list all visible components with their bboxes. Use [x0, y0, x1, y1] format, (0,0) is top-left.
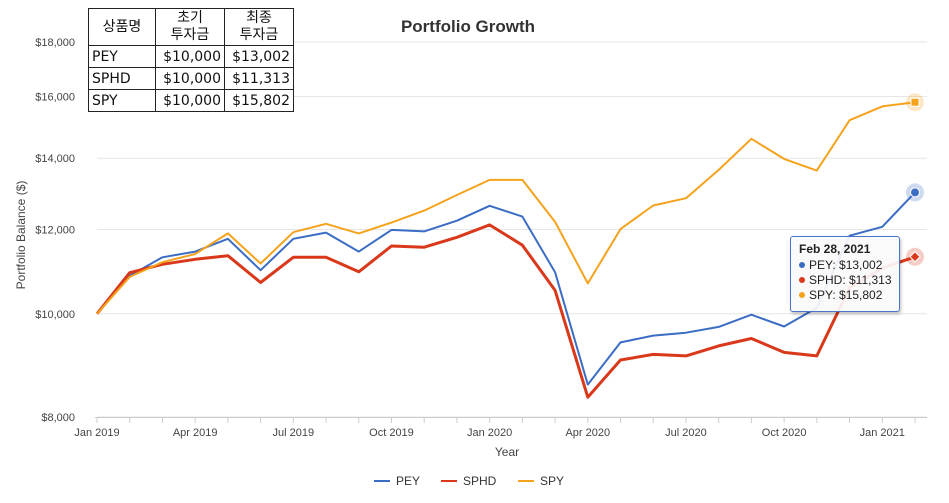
x-tick-label: Jul 2019: [273, 427, 315, 439]
table-row: SPY $10,000 $15,802: [88, 89, 294, 112]
y-tick-label: $12,000: [35, 225, 75, 237]
y-tick-label: $10,000: [35, 309, 75, 321]
summary-table: 상품명 초기 투자금 최종 투자금 PEY $10,000 $13,002 SPHD…: [88, 8, 294, 112]
tooltip-row-pey: PEY: $13,002: [799, 258, 891, 273]
bullet-icon: [799, 262, 805, 268]
initial-value: $10,000: [155, 67, 225, 90]
y-tick-label: $16,000: [35, 91, 75, 103]
header-final: 최종 투자금: [224, 8, 294, 46]
header-product: 상품명: [88, 8, 156, 46]
x-tick-label: Oct 2019: [369, 427, 414, 439]
initial-value: $10,000: [155, 89, 225, 112]
x-tick-label: Jan 2021: [860, 427, 905, 439]
tooltip-date: Feb 28, 2021: [799, 242, 871, 256]
end-marker-sphd[interactable]: [909, 251, 921, 263]
chart-title: Portfolio Growth: [401, 17, 535, 36]
legend-label-pey: PEY: [396, 474, 420, 488]
hover-tooltip: Feb 28, 2021 PEY: $13,002 SPHD: $11,313 …: [790, 236, 900, 312]
x-axis-title: Year: [495, 445, 519, 459]
axes: $8,000 $10,000 $12,000 $14,000 $16,000 $18,00…: [35, 37, 927, 439]
legend-label-sphd: SPHD: [463, 474, 497, 488]
tooltip-pey-value: PEY: $13,002: [809, 258, 883, 272]
initial-value: $10,000: [155, 45, 225, 68]
series-line-spy: [96, 101, 916, 315]
y-tick-label: $8,000: [41, 412, 75, 424]
bullet-icon: [799, 277, 805, 283]
x-tick-label: Apr 2019: [173, 427, 218, 439]
header-initial: 초기 투자금: [155, 8, 225, 46]
final-value: $13,002: [224, 45, 294, 68]
end-marker-pey[interactable]: [910, 187, 920, 198]
tooltip-spy-value: SPY: $15,802: [809, 288, 883, 302]
tooltip-row-spy: SPY: $15,802: [799, 288, 891, 303]
y-axis-title: Portfolio Balance ($): [14, 181, 28, 290]
y-tick-label: $18,000: [35, 37, 75, 49]
tooltip-sphd-value: SPHD: $11,313: [809, 273, 892, 287]
bullet-icon: [799, 292, 805, 298]
x-tick-label: Apr 2020: [565, 427, 610, 439]
tooltip-row-sphd: SPHD: $11,313: [799, 273, 892, 288]
product-name: SPHD: [88, 67, 156, 90]
table-row: PEY $10,000 $13,002: [88, 45, 294, 68]
x-tick-label: Jan 2020: [467, 427, 512, 439]
final-value: $15,802: [224, 89, 294, 112]
series-line-sphd: [95, 223, 916, 399]
final-value: $11,313: [224, 67, 294, 90]
x-tick-label: Jul 2020: [665, 427, 707, 439]
x-tick-label: Oct 2020: [762, 427, 807, 439]
y-tick-label: $14,000: [35, 153, 75, 165]
legend-label-spy: SPY: [540, 474, 564, 488]
end-marker-spy[interactable]: [910, 97, 920, 107]
table-row: SPHD $10,000 $11,313: [88, 67, 294, 90]
x-tick-label: Jan 2019: [74, 427, 119, 439]
product-name: PEY: [88, 45, 156, 68]
series-line-pey: [96, 191, 916, 386]
legend: PEY SPHD SPY: [374, 474, 564, 488]
product-name: SPY: [88, 89, 156, 112]
series-end-markers[interactable]: [906, 93, 924, 266]
series-lines: [95, 101, 916, 399]
